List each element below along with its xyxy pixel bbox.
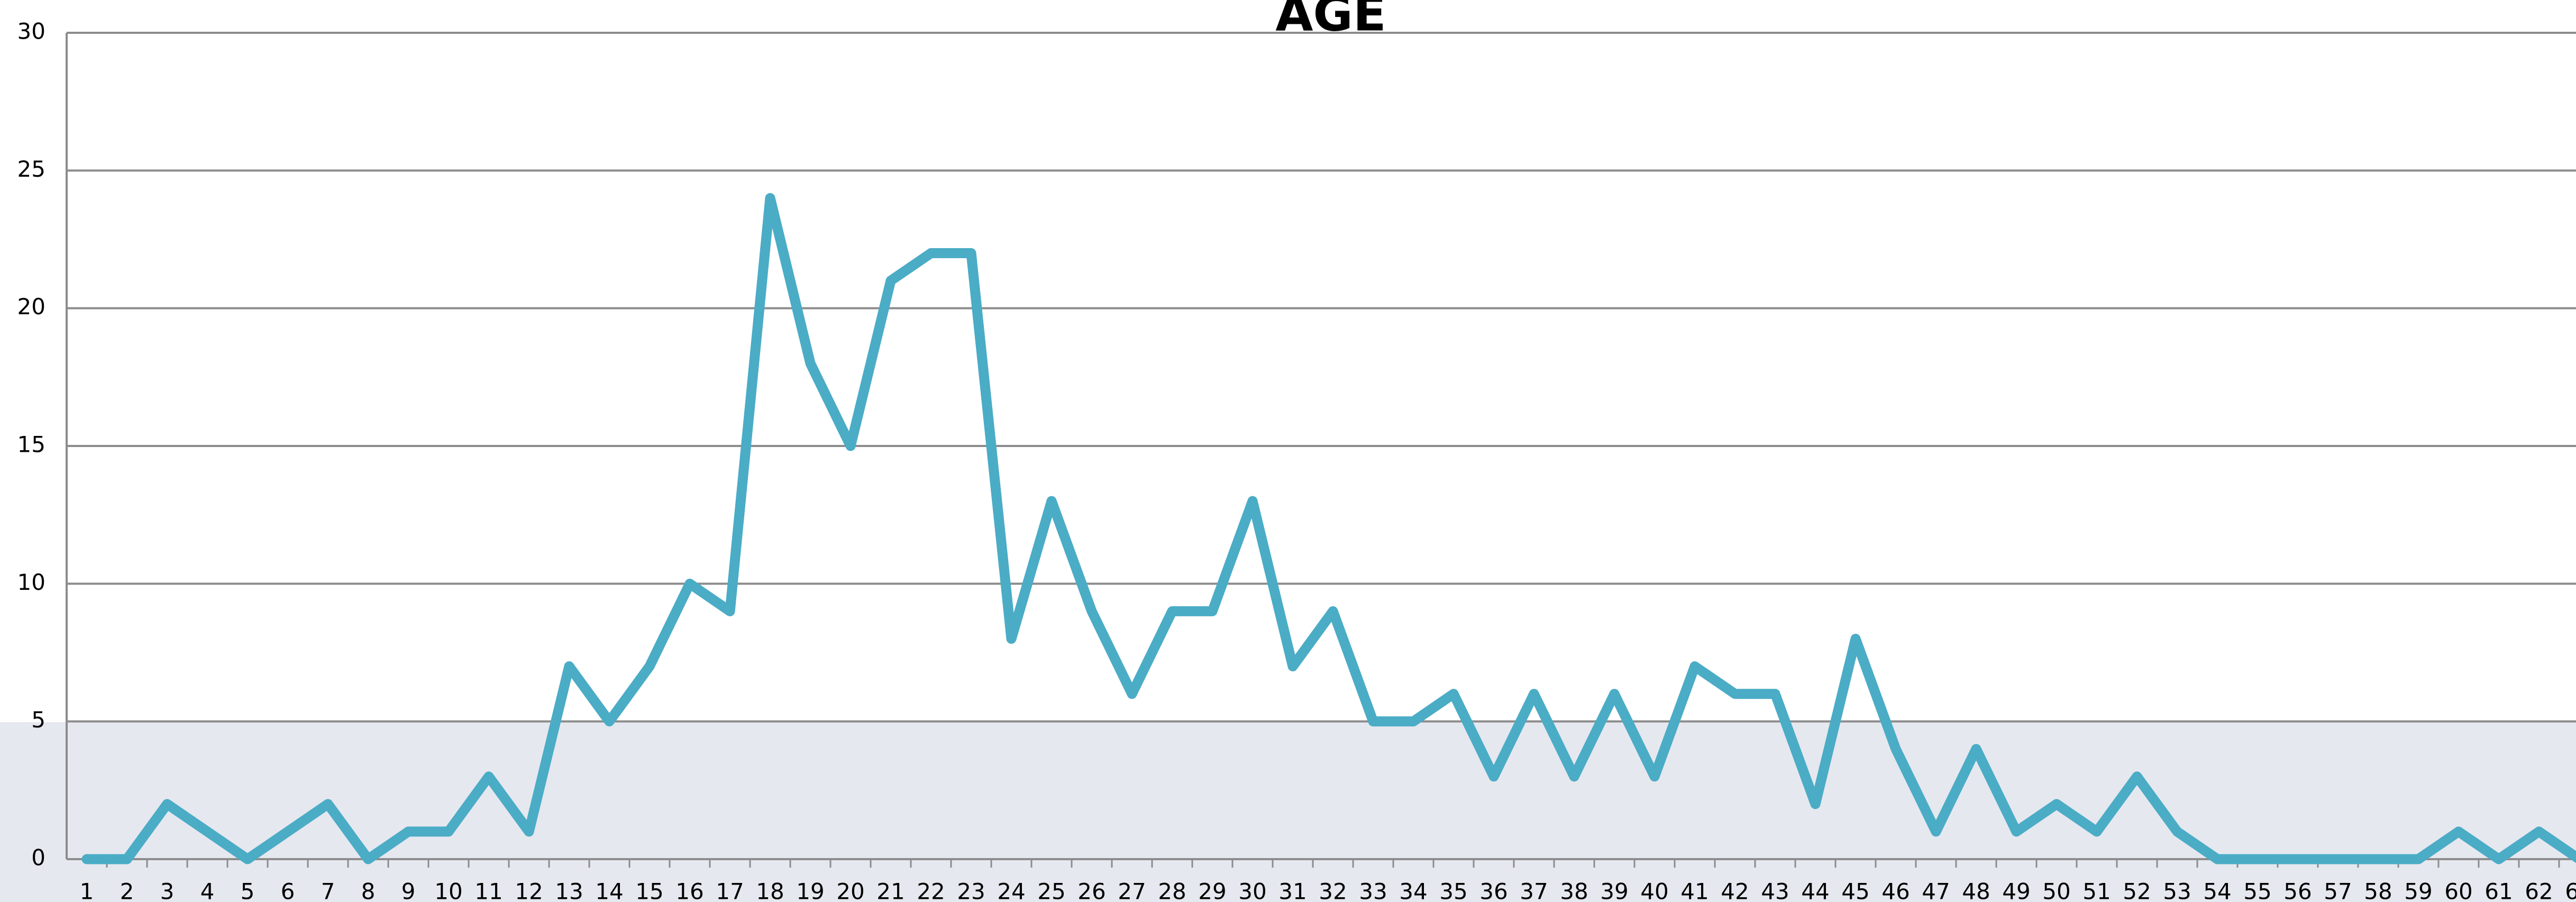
x-tick-label: 33 bbox=[1359, 879, 1387, 902]
x-tick-label: 63 bbox=[2565, 879, 2576, 902]
x-tick-label: 1 bbox=[80, 879, 94, 902]
x-tick-label: 13 bbox=[555, 879, 583, 902]
y-tick-label: 15 bbox=[17, 432, 45, 458]
y-tick-label: 30 bbox=[17, 19, 45, 44]
x-tick-label: 42 bbox=[1721, 879, 1749, 902]
x-tick-label: 44 bbox=[1801, 879, 1829, 902]
x-tick-label: 60 bbox=[2444, 879, 2472, 902]
x-tick-label: 35 bbox=[1439, 879, 1467, 902]
x-tick-label: 18 bbox=[756, 879, 784, 902]
x-tick-label: 34 bbox=[1399, 879, 1427, 902]
x-tick-label: 3 bbox=[160, 879, 175, 902]
x-tick-label: 55 bbox=[2243, 879, 2271, 902]
x-tick-label: 16 bbox=[675, 879, 704, 902]
y-tick-label: 10 bbox=[17, 569, 45, 595]
x-tick-label: 7 bbox=[321, 879, 335, 902]
x-tick-label: 14 bbox=[595, 879, 623, 902]
x-tick-label: 19 bbox=[796, 879, 824, 902]
x-tick-label: 37 bbox=[1520, 879, 1548, 902]
x-tick-label: 62 bbox=[2525, 879, 2553, 902]
chart: AGE 051015202530123456789101112131415161… bbox=[0, 0, 2576, 902]
x-tick-label: 54 bbox=[2203, 879, 2231, 902]
x-tick-label: 17 bbox=[716, 879, 744, 902]
x-tick-label: 36 bbox=[1479, 879, 1508, 902]
x-tick-label: 12 bbox=[515, 879, 543, 902]
x-tick-label: 41 bbox=[1680, 879, 1709, 902]
x-tick-label: 53 bbox=[2163, 879, 2191, 902]
x-tick-label: 15 bbox=[635, 879, 663, 902]
x-tick-label: 40 bbox=[1640, 879, 1668, 902]
x-tick-label: 52 bbox=[2123, 879, 2151, 902]
x-tick-label: 50 bbox=[2042, 879, 2070, 902]
x-tick-label: 6 bbox=[281, 879, 295, 902]
y-tick-label: 0 bbox=[31, 845, 45, 871]
x-tick-label: 46 bbox=[1881, 879, 1910, 902]
x-tick-label: 22 bbox=[917, 879, 945, 902]
x-tick-label: 51 bbox=[2082, 879, 2111, 902]
x-tick-label: 57 bbox=[2324, 879, 2352, 902]
x-tick-label: 61 bbox=[2484, 879, 2513, 902]
x-tick-label: 39 bbox=[1600, 879, 1628, 902]
x-tick-label: 26 bbox=[1077, 879, 1106, 902]
x-tick-label: 38 bbox=[1560, 879, 1588, 902]
x-tick-label: 31 bbox=[1278, 879, 1307, 902]
x-tick-label: 2 bbox=[120, 879, 134, 902]
x-tick-label: 58 bbox=[2364, 879, 2392, 902]
x-tick-label: 5 bbox=[241, 879, 255, 902]
x-tick-label: 59 bbox=[2404, 879, 2432, 902]
x-tick-label: 25 bbox=[1037, 879, 1065, 902]
y-tick-label: 20 bbox=[17, 294, 45, 320]
x-tick-label: 32 bbox=[1319, 879, 1347, 902]
x-tick-label: 23 bbox=[957, 879, 985, 902]
y-tick-label: 5 bbox=[31, 707, 45, 733]
x-tick-label: 24 bbox=[997, 879, 1025, 902]
x-tick-label: 21 bbox=[876, 879, 905, 902]
x-tick-label: 9 bbox=[401, 879, 416, 902]
background-band bbox=[0, 722, 2576, 902]
x-tick-label: 8 bbox=[361, 879, 376, 902]
x-tick-label: 11 bbox=[474, 879, 503, 902]
x-tick-label: 48 bbox=[1962, 879, 1990, 902]
x-tick-label: 27 bbox=[1118, 879, 1146, 902]
x-tick-label: 28 bbox=[1158, 879, 1186, 902]
x-tick-label: 43 bbox=[1761, 879, 1789, 902]
chart-title: AGE bbox=[1275, 0, 1386, 42]
x-tick-label: 49 bbox=[2002, 879, 2030, 902]
x-tick-label: 4 bbox=[200, 879, 215, 902]
x-tick-label: 47 bbox=[1922, 879, 1950, 902]
x-tick-label: 20 bbox=[836, 879, 864, 902]
x-tick-label: 30 bbox=[1238, 879, 1266, 902]
x-tick-label: 10 bbox=[434, 879, 462, 902]
page: {"chart_data": {"type": "line", "title":… bbox=[0, 0, 2576, 902]
y-tick-label: 25 bbox=[17, 156, 45, 182]
x-tick-label: 29 bbox=[1198, 879, 1226, 902]
x-tick-label: 45 bbox=[1841, 879, 1869, 902]
x-tick-label: 56 bbox=[2283, 879, 2312, 902]
